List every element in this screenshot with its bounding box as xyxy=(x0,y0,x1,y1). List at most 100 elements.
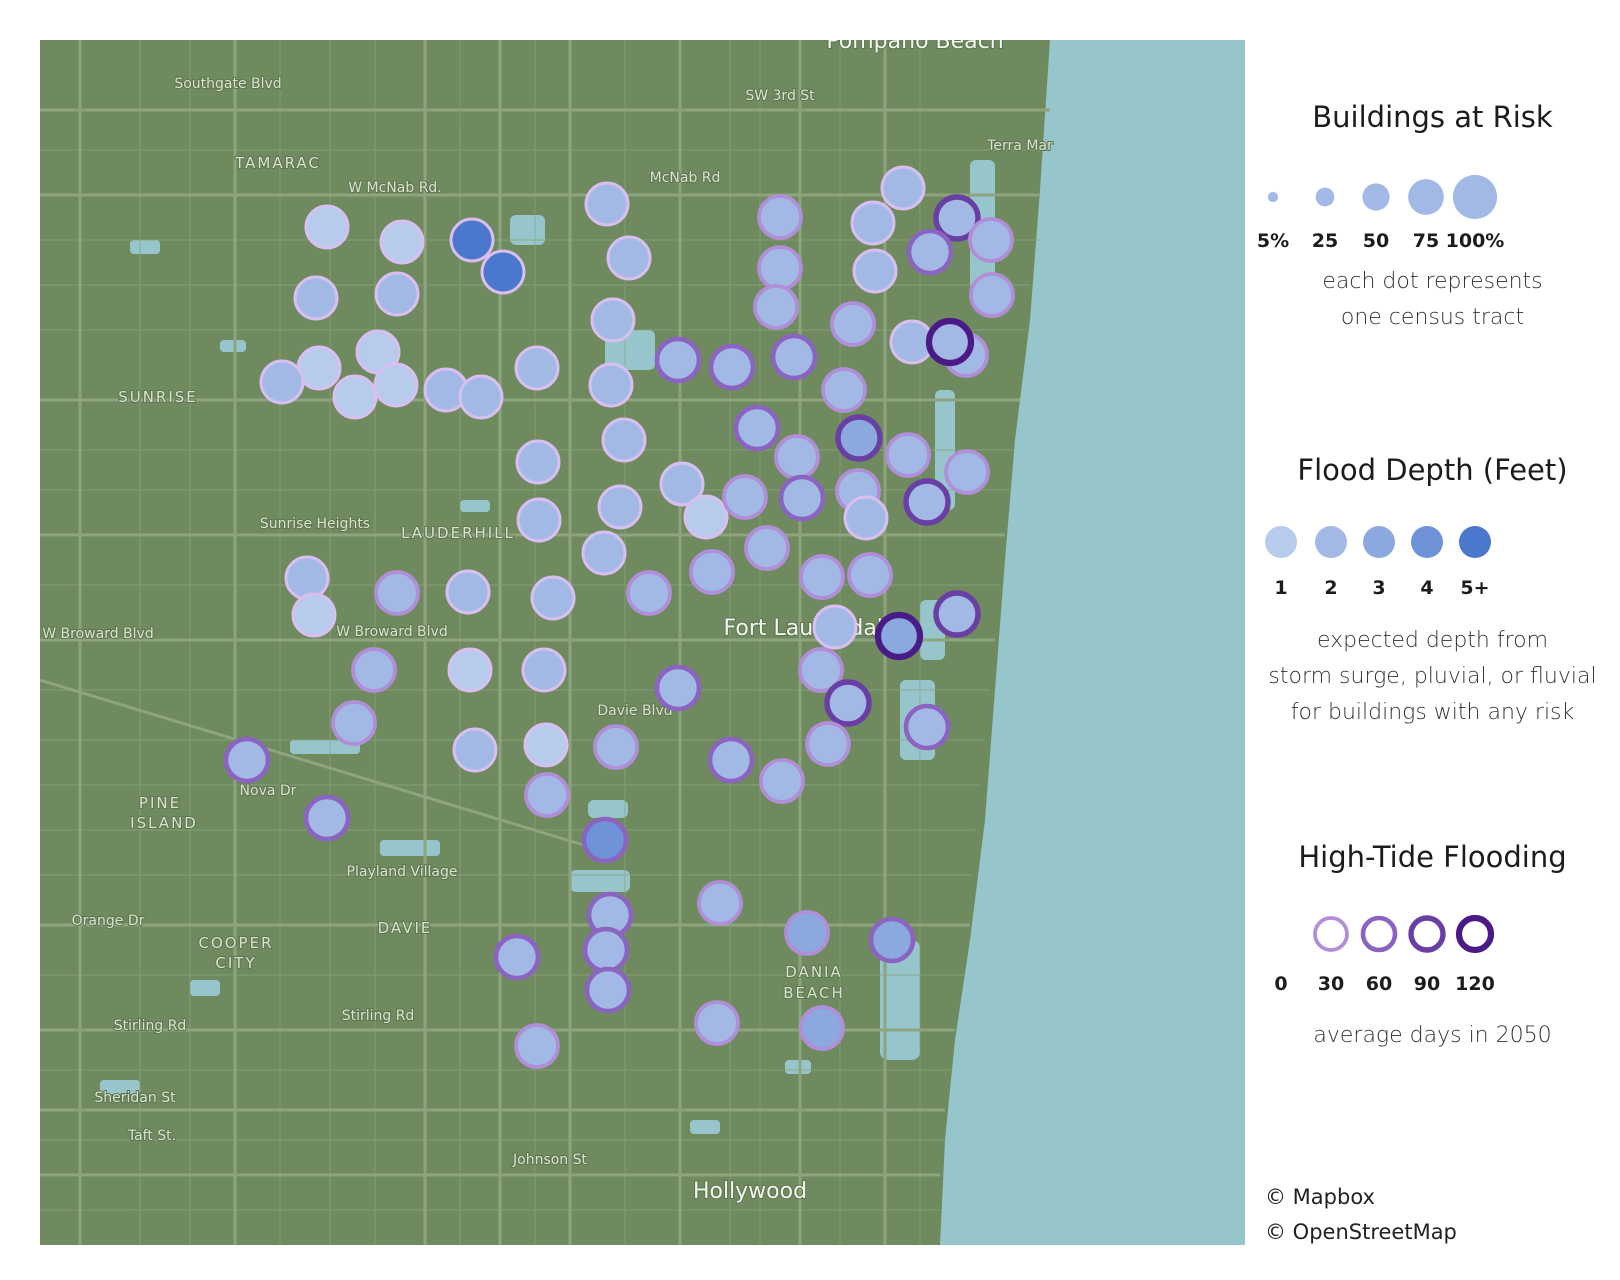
census-tract-marker[interactable] xyxy=(659,461,705,507)
census-tract-marker[interactable] xyxy=(582,926,630,974)
census-tract-marker[interactable] xyxy=(452,727,498,773)
census-tract-marker[interactable] xyxy=(373,362,419,408)
census-tract-marker[interactable] xyxy=(683,494,729,540)
legend-depth-swatch xyxy=(1363,526,1395,558)
census-tract-marker[interactable] xyxy=(903,478,951,526)
legend-size-label: 100% xyxy=(1446,230,1505,252)
census-tract-marker[interactable] xyxy=(493,933,541,981)
census-tract-marker[interactable] xyxy=(774,434,820,480)
census-tract-marker[interactable] xyxy=(515,439,561,485)
census-tract-marker[interactable] xyxy=(291,592,337,638)
census-tract-marker[interactable] xyxy=(584,181,630,227)
census-tract-marker[interactable] xyxy=(445,569,491,615)
census-tract-marker[interactable] xyxy=(874,611,924,661)
census-tract-marker[interactable] xyxy=(759,758,805,804)
census-tract-marker[interactable] xyxy=(689,549,735,595)
census-tract-marker[interactable] xyxy=(722,474,768,520)
census-tract-marker[interactable] xyxy=(223,736,271,784)
census-tract-marker[interactable] xyxy=(293,275,339,321)
census-tract-marker[interactable] xyxy=(868,916,916,964)
census-tract-marker[interactable] xyxy=(524,772,570,818)
census-tract-marker[interactable] xyxy=(654,336,702,384)
census-tract-marker[interactable] xyxy=(597,484,643,530)
census-tract-marker[interactable] xyxy=(697,880,743,926)
census-tract-marker[interactable] xyxy=(332,374,378,420)
census-tract-marker[interactable] xyxy=(374,271,420,317)
mapbox-credit[interactable]: © Mapbox xyxy=(1265,1185,1375,1209)
census-tract-marker[interactable] xyxy=(733,404,781,452)
census-tract-marker[interactable] xyxy=(903,703,951,751)
census-tract-marker[interactable] xyxy=(753,284,799,330)
census-tract-marker[interactable] xyxy=(590,297,636,343)
census-tract-marker[interactable] xyxy=(798,647,844,693)
census-tract-marker[interactable] xyxy=(757,194,803,240)
census-tract-marker[interactable] xyxy=(626,570,672,616)
census-tract-markers[interactable] xyxy=(223,165,1015,1069)
census-tract-marker[interactable] xyxy=(601,417,647,463)
census-tract-marker[interactable] xyxy=(969,272,1015,318)
census-tract-marker[interactable] xyxy=(835,414,883,462)
census-tract-marker[interactable] xyxy=(259,359,305,405)
census-tract-marker[interactable] xyxy=(374,570,420,616)
place-label: Johnson St xyxy=(512,1152,588,1168)
census-tract-marker[interactable] xyxy=(744,525,790,571)
census-tract-marker[interactable] xyxy=(770,333,818,381)
census-tract-marker[interactable] xyxy=(331,700,377,746)
census-tract-marker[interactable] xyxy=(799,554,845,600)
census-tract-marker[interactable] xyxy=(514,1023,560,1069)
census-tract-marker[interactable] xyxy=(581,816,629,864)
census-tract-marker[interactable] xyxy=(906,228,954,276)
place-label: Davie Blvd xyxy=(597,703,672,719)
census-tract-marker[interactable] xyxy=(304,204,350,250)
census-tract-marker[interactable] xyxy=(799,1005,845,1051)
census-tract-marker[interactable] xyxy=(830,301,876,347)
map-panel[interactable]: Pompano Beach Southgate Blvd SW 3rd St TAMA… xyxy=(40,40,1245,1245)
census-tract-marker[interactable] xyxy=(880,165,926,211)
census-tract-marker[interactable] xyxy=(812,604,858,650)
census-tract-marker[interactable] xyxy=(778,474,826,522)
census-tract-marker[interactable] xyxy=(521,647,567,693)
census-tract-marker[interactable] xyxy=(694,1000,740,1046)
census-tract-marker[interactable] xyxy=(458,374,504,420)
census-tract-marker[interactable] xyxy=(530,575,576,621)
census-tract-marker[interactable] xyxy=(447,647,493,693)
census-tract-marker[interactable] xyxy=(885,432,931,478)
census-tract-marker[interactable] xyxy=(606,235,652,281)
census-tract-marker[interactable] xyxy=(588,362,634,408)
census-tract-marker[interactable] xyxy=(933,590,981,638)
census-tract-marker[interactable] xyxy=(933,194,981,242)
census-tract-marker[interactable] xyxy=(708,343,756,391)
census-tract-marker[interactable] xyxy=(805,721,851,767)
legend-tide-label: 120 xyxy=(1455,973,1495,995)
place-label: COOPER xyxy=(198,934,273,952)
legend-depth-note-line3: for buildings with any risk xyxy=(1290,700,1575,725)
census-tract-marker[interactable] xyxy=(379,219,425,265)
census-tract-marker[interactable] xyxy=(850,200,896,246)
census-tract-marker[interactable] xyxy=(707,736,755,784)
census-tract-marker[interactable] xyxy=(284,555,330,601)
census-tract-marker[interactable] xyxy=(593,724,639,770)
census-tract-marker[interactable] xyxy=(584,966,632,1014)
census-tract-marker[interactable] xyxy=(843,495,889,541)
legend-size-scale: 5% 25 50 75 100% xyxy=(1257,174,1505,252)
census-tract-marker[interactable] xyxy=(925,317,975,367)
census-tract-marker[interactable] xyxy=(821,367,867,413)
census-tract-marker[interactable] xyxy=(824,679,872,727)
census-tract-marker[interactable] xyxy=(852,248,898,294)
census-tract-marker[interactable] xyxy=(303,794,351,842)
census-tract-marker[interactable] xyxy=(757,245,803,291)
census-tract-marker[interactable] xyxy=(480,249,526,295)
census-tract-marker[interactable] xyxy=(847,552,893,598)
legend-size-label: 50 xyxy=(1363,230,1389,252)
census-tract-marker[interactable] xyxy=(514,345,560,391)
census-tract-marker[interactable] xyxy=(523,722,569,768)
census-tract-marker[interactable] xyxy=(351,647,397,693)
census-tract-marker[interactable] xyxy=(654,664,702,712)
census-tract-marker[interactable] xyxy=(516,497,562,543)
census-tract-marker[interactable] xyxy=(784,910,830,956)
openstreetmap-credit[interactable]: © OpenStreetMap xyxy=(1265,1220,1457,1244)
census-tract-marker[interactable] xyxy=(449,217,495,263)
census-tract-marker[interactable] xyxy=(944,449,990,495)
census-tract-marker[interactable] xyxy=(968,217,1014,263)
census-tract-marker[interactable] xyxy=(581,530,627,576)
